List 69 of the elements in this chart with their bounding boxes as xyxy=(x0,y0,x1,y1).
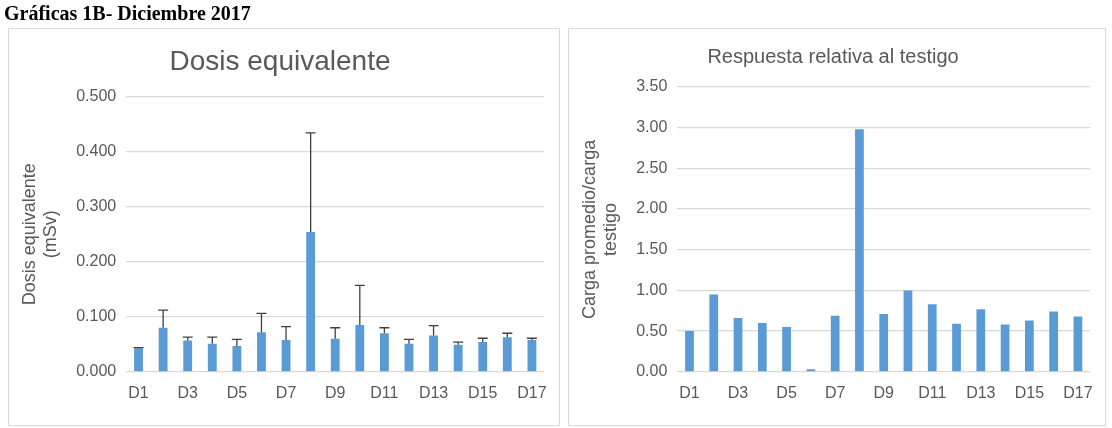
x-tick-label: D15 xyxy=(468,383,498,401)
bar xyxy=(1073,316,1083,372)
bar xyxy=(855,129,864,372)
x-tick-label: D17 xyxy=(517,383,547,401)
x-tick-label: D9 xyxy=(325,383,346,401)
bar xyxy=(281,339,291,372)
y-tick-label: 0.400 xyxy=(76,142,117,160)
bar xyxy=(976,309,986,372)
bar xyxy=(207,343,217,372)
bar xyxy=(1000,324,1010,372)
bar xyxy=(927,304,937,372)
y-tick-label: 0.200 xyxy=(76,252,117,270)
x-tick-label: D11 xyxy=(918,383,947,401)
bar xyxy=(879,314,889,372)
x-tick-label: D17 xyxy=(1063,383,1093,401)
text: Gráficas 1B- Diciembre 2017 xyxy=(4,2,251,25)
bar xyxy=(478,342,488,372)
x-tick-label: D1 xyxy=(128,383,149,401)
x-tick-label: D1 xyxy=(679,383,700,401)
bar xyxy=(306,232,316,372)
bar xyxy=(952,323,961,372)
x-tick-label: D15 xyxy=(1014,383,1045,401)
y-tick-label: 0.500 xyxy=(76,87,117,105)
chart-title: Dosis equivalente xyxy=(169,44,391,76)
bar xyxy=(830,315,840,372)
x-tick-label: D7 xyxy=(275,383,297,401)
bar xyxy=(502,337,512,372)
y-tick-label: 0.50 xyxy=(636,321,668,339)
bar xyxy=(1049,311,1059,372)
x-tick-label: D3 xyxy=(177,383,199,401)
bar xyxy=(782,327,791,372)
bar xyxy=(757,322,767,372)
bar xyxy=(709,294,719,372)
y-axis-title: Dosis equivalente (mSv) xyxy=(18,163,61,306)
bar xyxy=(429,335,438,372)
y-axis-title: Carga promedio/carga testigo xyxy=(578,138,621,319)
y-tick-label: 0.300 xyxy=(76,197,117,215)
y-tick-label: 0.100 xyxy=(76,307,117,325)
bar xyxy=(158,327,168,372)
y-tick-label: 0.000 xyxy=(76,362,117,380)
bar xyxy=(733,318,743,372)
chart-title: Respuesta relativa al testigo xyxy=(707,44,959,67)
bar xyxy=(1024,320,1034,372)
y-tick-label: 2.50 xyxy=(636,158,668,176)
y-tick-label: 2.00 xyxy=(636,199,668,217)
bar xyxy=(330,338,340,372)
y-tick-label: 3.50 xyxy=(636,77,668,95)
bar xyxy=(685,331,694,372)
y-tick-label: 3.00 xyxy=(636,118,668,136)
y-tick-label: 1.00 xyxy=(636,280,668,298)
x-tick-label: D7 xyxy=(824,383,846,401)
x-tick-label: D13 xyxy=(418,383,449,401)
bar xyxy=(232,345,242,372)
y-tick-label: 1.50 xyxy=(636,240,668,258)
x-tick-label: D3 xyxy=(727,383,749,401)
bar xyxy=(355,325,365,372)
bar xyxy=(453,344,463,372)
bar xyxy=(183,340,193,372)
x-tick-label: D9 xyxy=(873,383,895,401)
y-tick-label: 0.00 xyxy=(636,362,668,380)
bar xyxy=(134,348,143,372)
bar xyxy=(257,332,266,372)
bar xyxy=(903,290,913,372)
x-tick-label: D5 xyxy=(226,383,248,401)
bar xyxy=(379,333,389,372)
x-tick-label: D13 xyxy=(966,383,996,401)
bar xyxy=(527,339,537,372)
x-tick-label: D11 xyxy=(370,383,399,401)
x-tick-label: D5 xyxy=(776,383,797,401)
